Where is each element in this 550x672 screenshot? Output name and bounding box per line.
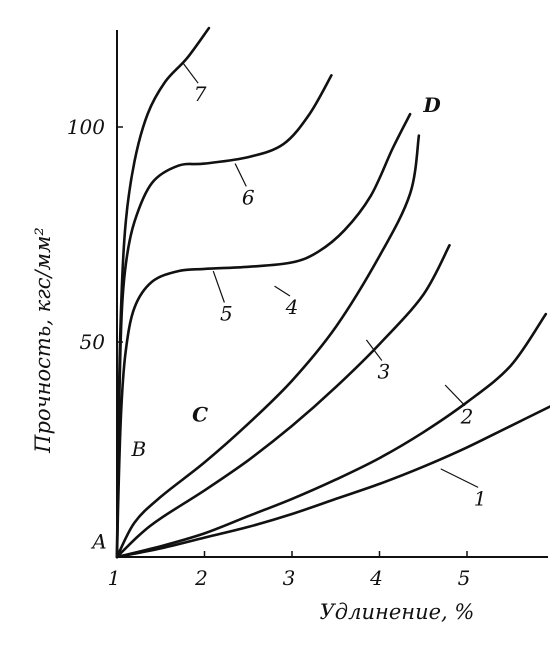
x-tick-label: 3 — [283, 566, 296, 590]
series-curve-2 — [115, 312, 548, 559]
curve-label-leader — [274, 285, 291, 297]
series-curve-4 — [115, 134, 421, 559]
curve-label: 7 — [194, 82, 207, 106]
series-curve-5 — [115, 112, 412, 559]
curve-label: 4 — [285, 295, 299, 319]
point-label: C — [192, 403, 208, 427]
series-curve-3 — [115, 244, 451, 559]
curve-label: 5 — [220, 302, 233, 326]
y-tick-label: 50 — [80, 330, 106, 354]
series-layer — [115, 26, 550, 559]
x-tick-label: 5 — [458, 566, 471, 590]
point-label: A — [90, 529, 106, 553]
x-tick-label: 1 — [108, 566, 121, 590]
series-curve-1 — [115, 405, 550, 559]
labels-layer: 1 2 3 4 5 6 7 A B C D — [90, 62, 487, 553]
x-tick-label: 4 — [369, 566, 383, 590]
curve-label-leader — [234, 163, 247, 187]
curve-label-leader — [440, 468, 479, 488]
curve-label-leader — [182, 62, 199, 84]
curve-label: 1 — [474, 486, 487, 510]
curve-label-leader — [212, 270, 225, 303]
point-label: B — [131, 437, 147, 461]
y-axis-title: Прочность, кгс/мм² — [31, 227, 55, 454]
curve-label: 2 — [460, 405, 474, 429]
x-tick-label: 2 — [194, 566, 208, 590]
curve-label-leader — [365, 339, 383, 361]
curve-label: 6 — [242, 185, 255, 209]
series-curve-7 — [115, 26, 211, 559]
point-label: D — [422, 93, 441, 117]
curve-label: 3 — [378, 360, 391, 384]
y-tick-label: 100 — [67, 115, 105, 139]
curve-label-leader — [444, 384, 466, 407]
x-axis-title: Удлинение, % — [320, 600, 475, 624]
